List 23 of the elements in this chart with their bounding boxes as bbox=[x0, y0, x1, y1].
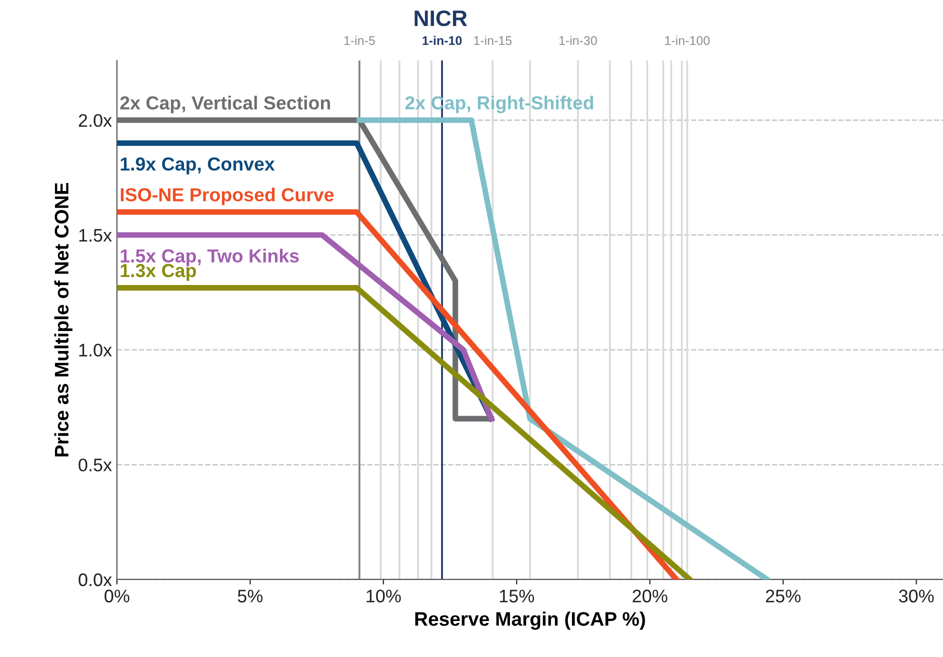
x-tick-label: 30% bbox=[898, 590, 934, 602]
series-label: ISO-NE Proposed Curve bbox=[120, 188, 334, 206]
series-label: 2x Cap, Vertical Section bbox=[120, 96, 330, 114]
ref-line-label: 1-in-30 bbox=[559, 36, 597, 45]
y-tick-label: 0.0x bbox=[78, 573, 112, 586]
y-tick-label: 2.0x bbox=[78, 114, 112, 127]
y-tick-label: 0.5x bbox=[78, 458, 112, 472]
x-tick-label: 15% bbox=[500, 590, 534, 602]
series-label: 1.9x Cap, Convex bbox=[120, 157, 275, 174]
ref-line-label: 1-in-5 bbox=[344, 36, 375, 45]
x-tick-label: 20% bbox=[632, 590, 668, 602]
y-tick-label: 1.0x bbox=[79, 344, 112, 357]
ref-line-label: 1-in-100 bbox=[665, 36, 710, 45]
x-tick-label: 5% bbox=[238, 590, 263, 602]
text: NICR bbox=[414, 10, 468, 26]
y-tick-label: 1.5x bbox=[79, 229, 112, 242]
ref-line-label: 1-in-15 bbox=[474, 36, 512, 45]
y-axis-title: Price as Multiple of Net CONE bbox=[54, 182, 72, 456]
x-axis-title: Reserve Margin (ICAP %) bbox=[415, 612, 645, 630]
x-tick-label: 25% bbox=[766, 590, 801, 602]
ref-line-label: 1-in-10 bbox=[422, 36, 462, 45]
x-tick-label: 0% bbox=[104, 590, 130, 602]
x-tick-label: 10% bbox=[366, 590, 401, 602]
